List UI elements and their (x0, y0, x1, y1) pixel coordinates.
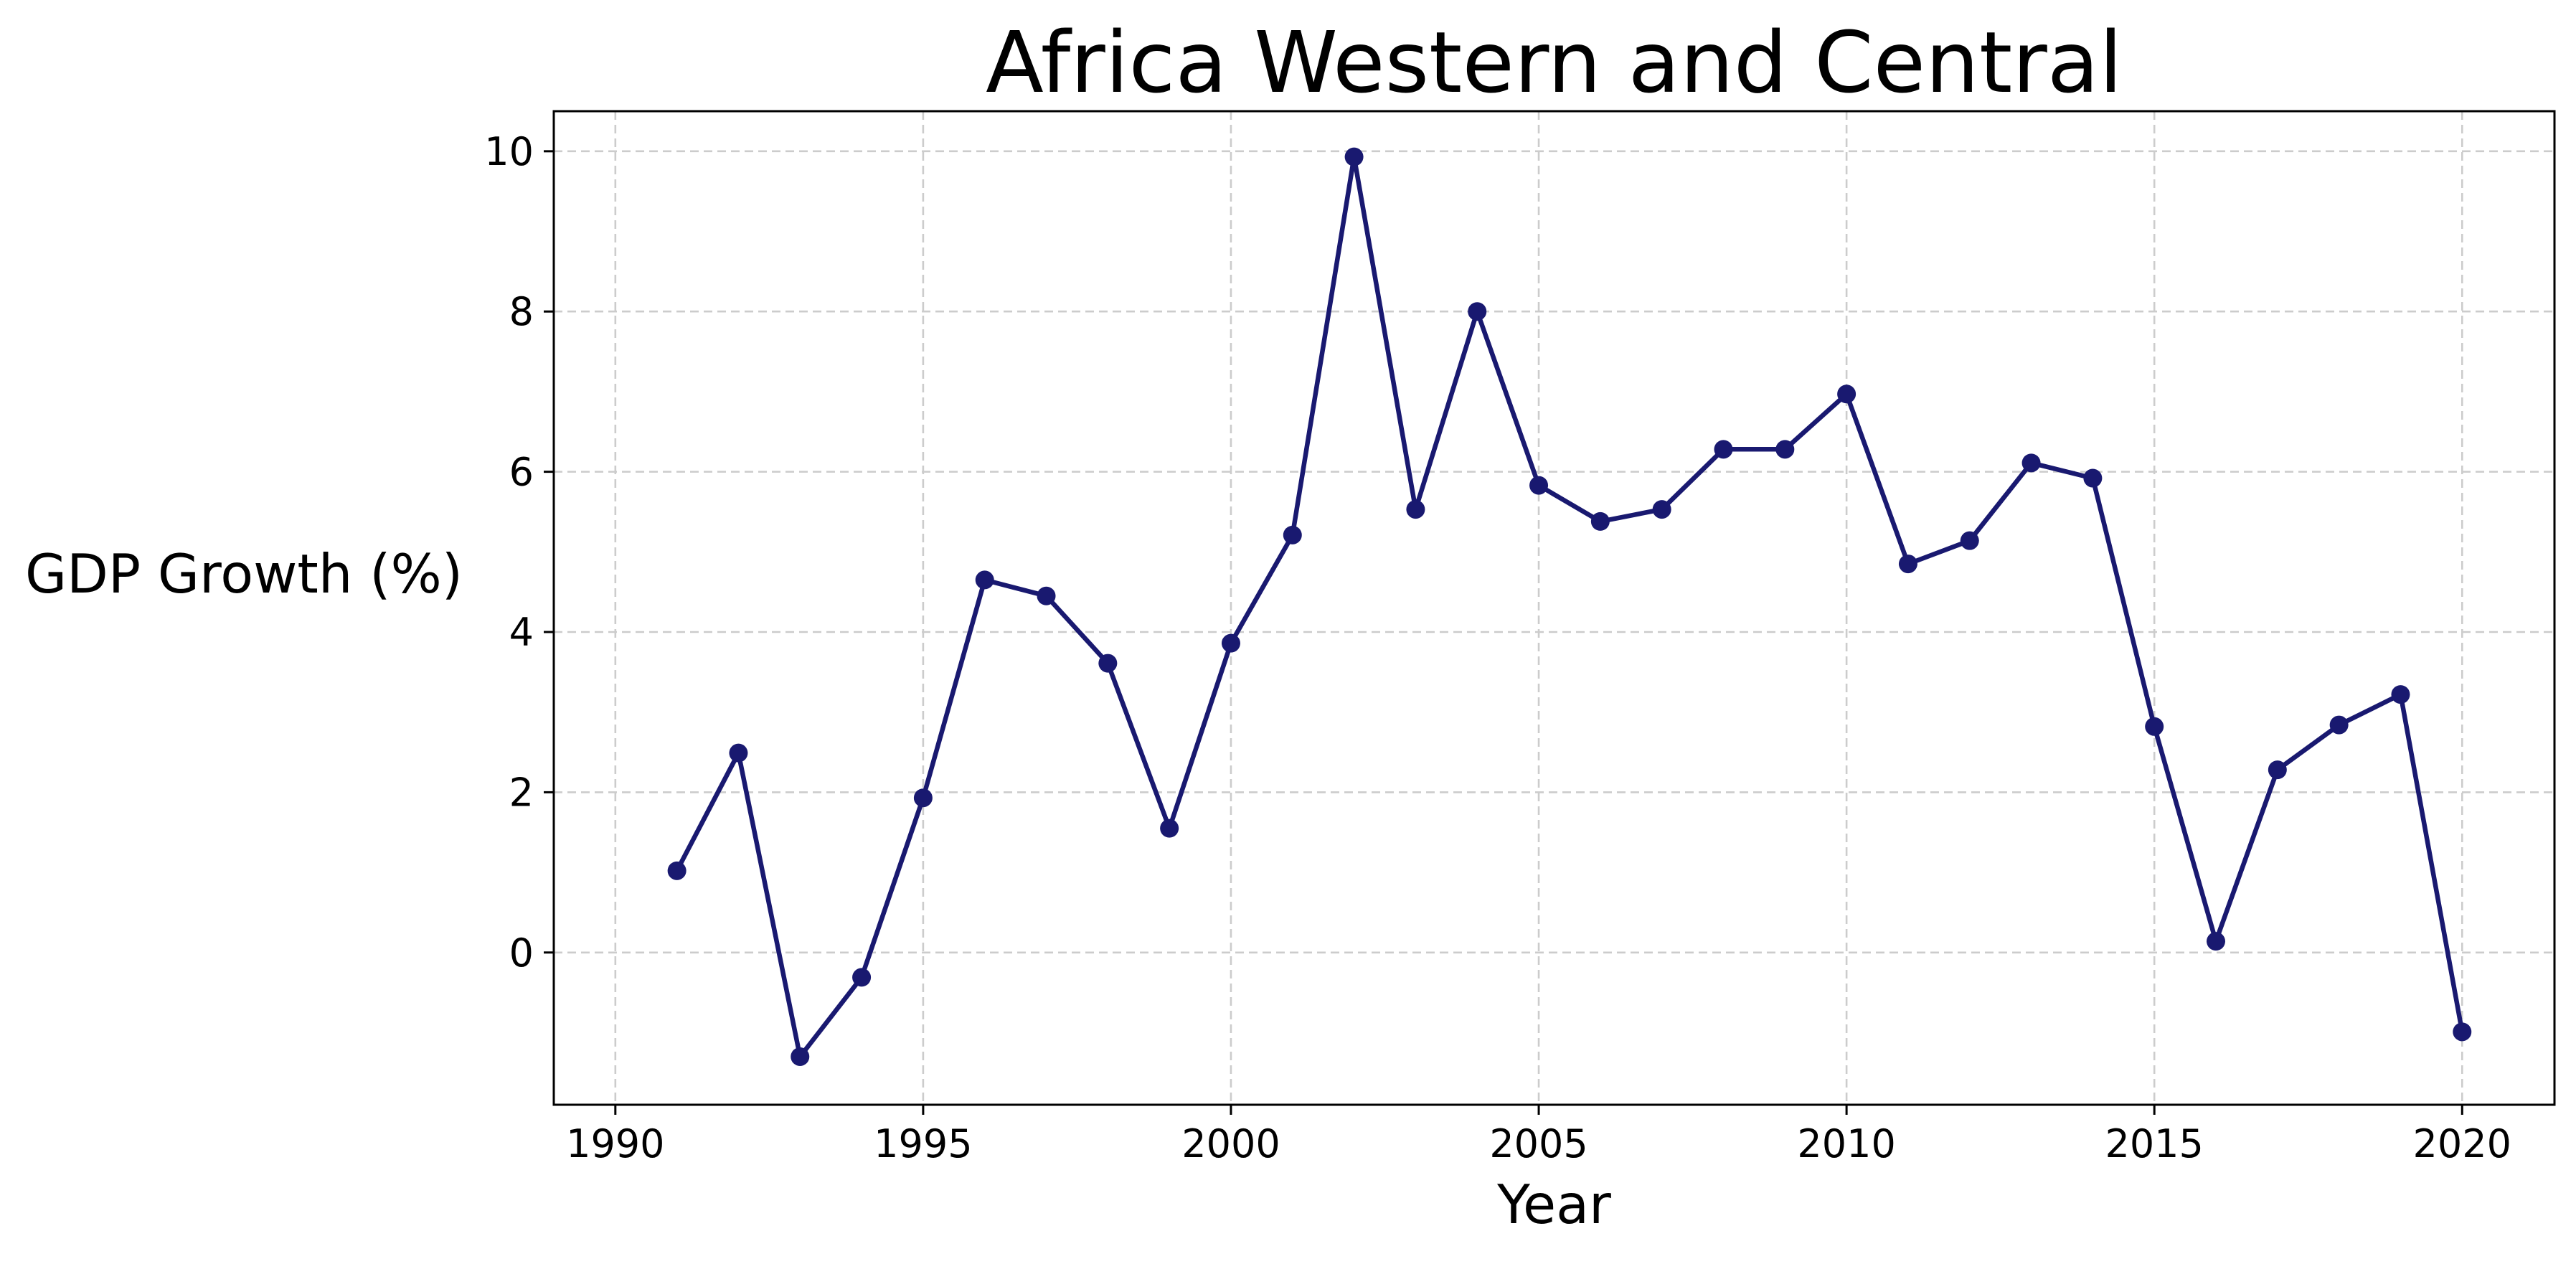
data-point (2207, 932, 2226, 951)
data-point (1406, 500, 1425, 519)
y-axis-label: GDP Growth (%) (25, 542, 463, 605)
x-tick-label: 1990 (566, 1121, 664, 1166)
x-tick-label: 2015 (2105, 1121, 2203, 1166)
data-point (1221, 633, 1240, 653)
y-tick-label: 10 (484, 129, 534, 174)
data-point (1837, 385, 1856, 404)
series-line (674, 154, 2465, 1060)
data-point (2021, 453, 2041, 473)
plot-frame (552, 110, 2556, 1106)
data-point (1037, 586, 1056, 605)
chart-title: Africa Western and Central (986, 13, 2123, 112)
x-tick-label: 2000 (1181, 1121, 1280, 1166)
data-point (667, 861, 687, 880)
y-tick-label: 4 (509, 610, 534, 655)
data-point (1344, 147, 1364, 166)
y-tick-label: 0 (509, 930, 534, 976)
y-tick-label: 8 (509, 289, 534, 334)
series-layer (667, 147, 2472, 1066)
data-point (2083, 468, 2103, 488)
data-point (1529, 476, 1549, 495)
data-point (2145, 717, 2164, 736)
x-tick-label: 2020 (2413, 1121, 2511, 1166)
data-point (1960, 531, 1979, 550)
data-point (1652, 500, 1671, 519)
data-point (1468, 302, 1487, 321)
data-point (729, 743, 748, 763)
data-point (1590, 511, 1610, 531)
data-point (2329, 715, 2349, 735)
y-tick-label: 2 (509, 770, 534, 815)
axis-ticks: 1990 1995 2000 2005 2010 2015 2020 0 2 4 6 8 10 (484, 129, 2511, 1166)
data-point (1898, 555, 1917, 574)
x-tick-label: 2010 (1797, 1121, 1895, 1166)
data-point (1160, 819, 1179, 838)
data-point (852, 968, 872, 987)
data-point (1714, 440, 1733, 459)
data-point (1098, 654, 1118, 673)
data-point (791, 1047, 810, 1066)
grid-lines (554, 111, 2554, 1105)
data-point (1283, 525, 1302, 544)
x-tick-label: 2005 (1489, 1121, 1587, 1166)
data-point (975, 570, 994, 590)
x-axis-label: Year (1496, 1173, 1611, 1236)
data-point (2268, 760, 2287, 780)
data-point (2453, 1022, 2472, 1042)
x-tick-label: 1995 (874, 1121, 972, 1166)
data-point (913, 788, 933, 808)
y-tick-label: 6 (509, 450, 534, 495)
data-point (1775, 440, 1795, 459)
data-point (2391, 685, 2410, 704)
